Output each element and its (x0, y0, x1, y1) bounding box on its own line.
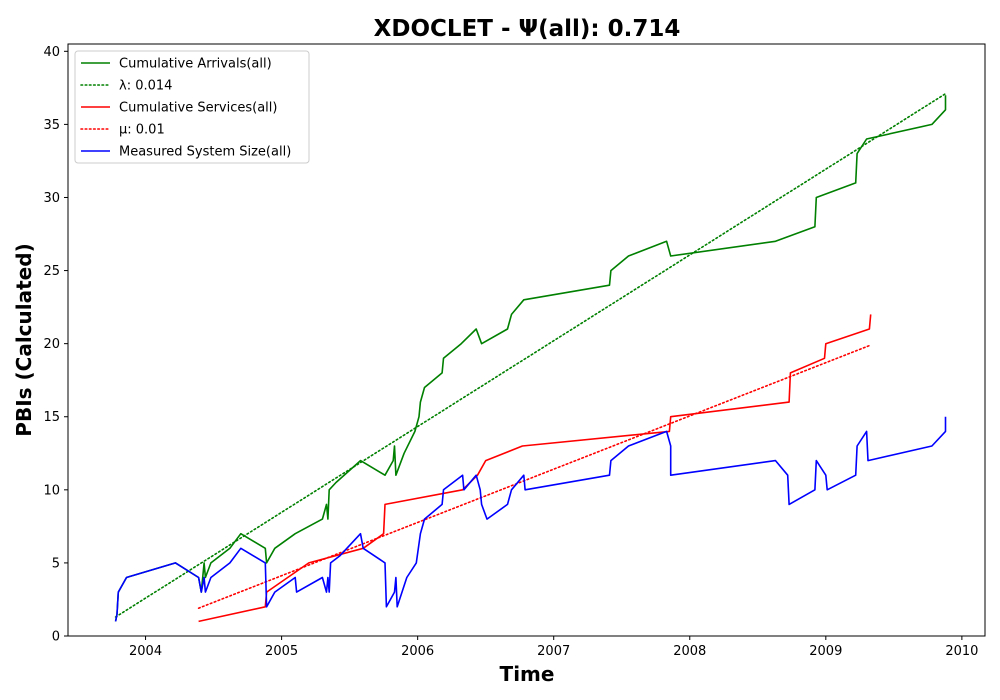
y-tick-label-3: 15 (43, 410, 60, 425)
x-axis-ticks: 2004 2005 2006 2007 2008 2009 2010 (129, 636, 978, 659)
legend-box (74, 50, 310, 164)
series-line-3 (197, 344, 872, 609)
chart-title: XDOCLET - Ψ(all): 0.714 (374, 16, 681, 42)
y-tick-label-7: 35 (43, 118, 60, 133)
y-axis-ticks: 0 5 10 15 20 25 30 35 40 (43, 45, 68, 645)
legend-label-1: λ: 0.014 (119, 79, 172, 94)
legend-label-2: Cumulative Services(all) (119, 101, 277, 116)
x-tick-label-4: 2008 (673, 644, 706, 659)
y-tick-label-4: 20 (43, 337, 60, 352)
y-tick-label-8: 40 (43, 45, 60, 60)
legend-label-4: Measured System Size(all) (119, 145, 291, 160)
series-line-0 (114, 95, 947, 622)
legend: Cumulative Arrivals(all) λ: 0.014 Cumulati… (74, 50, 310, 164)
x-tick-label-5: 2009 (809, 644, 842, 659)
series-line-4 (114, 416, 947, 622)
x-axis-title: Time (500, 662, 555, 686)
legend-label-0: Cumulative Arrivals(all) (119, 57, 272, 72)
y-tick-label-1: 5 (52, 556, 60, 571)
y-tick-label-5: 25 (43, 264, 60, 279)
legend-label-3: μ: 0.01 (119, 123, 165, 138)
x-tick-label-6: 2010 (945, 644, 978, 659)
x-tick-label-2: 2006 (401, 644, 434, 659)
y-tick-label-6: 30 (43, 191, 60, 206)
x-tick-label-1: 2005 (265, 644, 298, 659)
series-line-2 (198, 314, 872, 623)
y-tick-label-2: 10 (43, 483, 60, 498)
series-layer (114, 92, 947, 623)
x-tick-label-0: 2004 (129, 644, 162, 659)
y-tick-label-0: 0 (52, 630, 60, 645)
y-axis-title: PBIs (Calculated) (12, 243, 36, 436)
series-line-1 (114, 92, 947, 618)
x-tick-label-3: 2007 (537, 644, 570, 659)
